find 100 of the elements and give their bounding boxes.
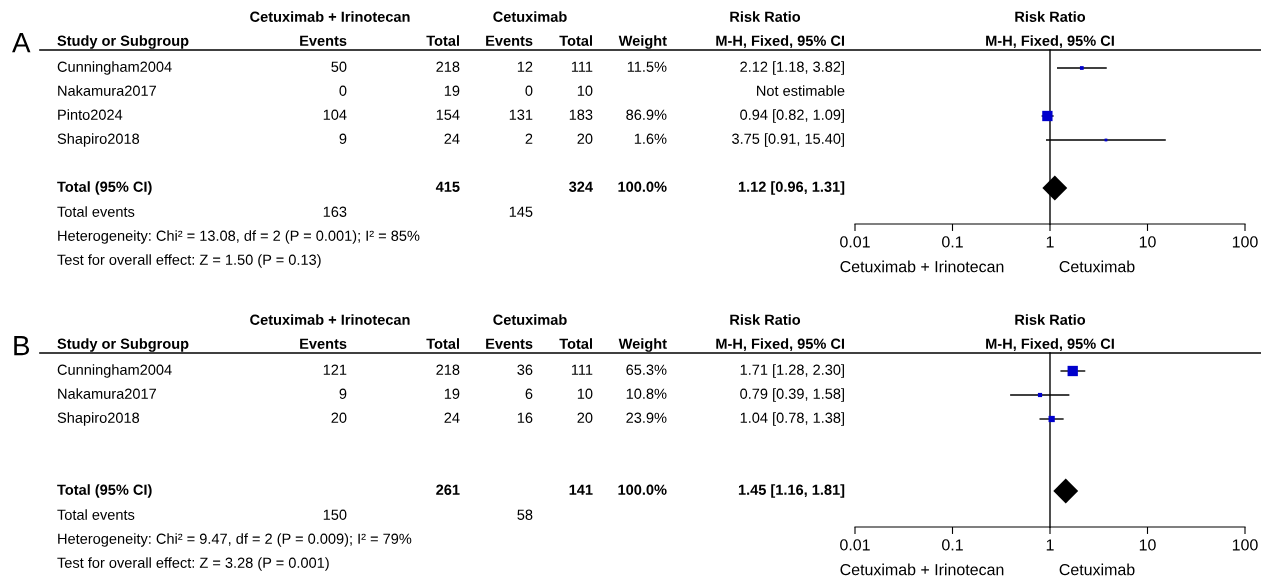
text: 0.94 [0.82, 1.09] — [740, 109, 844, 123]
text: 141 — [569, 484, 593, 495]
chart-subtitle: M-H, Fixed, 95% CI — [986, 338, 1114, 352]
text: 1.6% — [634, 133, 667, 144]
category-label: Total events — [57, 206, 135, 217]
text: 111 — [571, 364, 593, 375]
category-label: Total — [559, 338, 592, 349]
text: 10 — [577, 388, 593, 399]
text: Heterogeneity: Chi² = 9.47, df = 2 (P = 0.009); I² = 79% — [58, 533, 412, 547]
text: 11.5% — [627, 61, 667, 72]
text: 10.8% — [626, 388, 667, 399]
text: 0 — [339, 85, 347, 96]
category-label: Nakamura2017 — [58, 85, 156, 96]
text: 131 — [509, 109, 533, 120]
text: 1.71 [1.28, 2.30] — [740, 364, 844, 378]
text: B — [14, 336, 30, 356]
text: Risk Ratio — [730, 314, 801, 325]
text: 65.3% — [626, 364, 667, 375]
category-label: Total — [559, 35, 592, 46]
text: 0 — [525, 85, 533, 96]
text: 324 — [569, 181, 593, 192]
x-tick-label: 1 — [1046, 236, 1054, 248]
text: 111 — [571, 61, 593, 72]
text: 12 — [517, 61, 533, 72]
x-tick-label: 0.1 — [942, 539, 963, 551]
text: Cetuximab + Irinotecan — [250, 314, 410, 325]
category-label: Shapiro2018 — [57, 133, 140, 147]
text: Cetuximab — [1059, 260, 1135, 273]
text: 183 — [569, 109, 593, 120]
category-label: Weight — [618, 35, 667, 49]
text: 6 — [525, 388, 533, 399]
x-tick-label: 1 — [1046, 539, 1054, 551]
x-tick-label: 10 — [1139, 539, 1156, 551]
text: Study or Subgroup — [57, 35, 189, 49]
category-label: Total — [426, 35, 459, 46]
text: Risk Ratio — [730, 11, 801, 22]
text: 2.12 [1.18, 3.82] — [740, 61, 844, 75]
text: 3.75 [0.91, 15.40] — [732, 133, 844, 147]
chart-subtitle: M-H, Fixed, 95% CI — [986, 35, 1114, 49]
text: 16 — [517, 412, 533, 423]
text: 261 — [436, 484, 460, 495]
text: Study or Subgroup — [57, 338, 189, 352]
category-label: Shapiro2018 — [57, 412, 140, 426]
text: 24 — [444, 133, 460, 144]
x-tick-label: 100 — [1232, 539, 1258, 551]
text: A — [12, 33, 31, 53]
category-label: Total — [426, 338, 459, 349]
category-label: Cunningham2004 — [57, 61, 172, 75]
x-tick-label: 10 — [1139, 236, 1156, 248]
text: 86.9% — [626, 109, 667, 120]
text: 10 — [577, 85, 593, 96]
text: Cetuximab — [493, 314, 567, 325]
text: Cetuximab + Irinotecan — [840, 260, 1004, 273]
x-tick-label: 100 — [1232, 236, 1258, 248]
category-label: Events — [300, 338, 347, 349]
text: 121 — [323, 364, 347, 375]
text: 19 — [444, 85, 460, 96]
chart-title: Risk Ratio — [1015, 314, 1086, 325]
category-label: Weight — [618, 338, 667, 352]
x-tick-label: 0.01 — [840, 539, 870, 551]
category-label: Pinto2024 — [58, 109, 123, 120]
text: 104 — [323, 109, 347, 120]
chart-title: Risk Ratio — [1015, 11, 1086, 22]
x-tick-label: 0.1 — [942, 236, 963, 248]
text: 1.04 [0.78, 1.38] — [740, 412, 844, 426]
category-label: Events — [486, 338, 533, 349]
text: Heterogeneity: Chi² = 13.08, df = 2 (P = 0.001); I² = 85% — [58, 230, 420, 244]
category-label: Events — [486, 35, 533, 46]
text: 415 — [435, 181, 460, 192]
text: Cetuximab + Irinotecan — [250, 11, 410, 22]
text: 36 — [517, 364, 533, 375]
text: 218 — [436, 61, 460, 72]
text: 218 — [436, 364, 460, 375]
category-label: Total (95% CI) — [57, 181, 152, 195]
text: 20 — [331, 412, 347, 423]
x-tick-label: 0.01 — [840, 236, 870, 248]
category-label: Cunningham2004 — [57, 364, 172, 378]
text: 1.45 [1.16, 1.81] — [738, 484, 845, 498]
text: 150 — [323, 509, 347, 520]
category-label: M-H, Fixed, 95% CI — [716, 338, 845, 352]
text: 163 — [323, 206, 347, 217]
text: 154 — [436, 109, 460, 120]
category-label: Total events — [57, 509, 135, 520]
text: 100.0% — [618, 484, 667, 495]
text: Cetuximab — [493, 11, 567, 22]
category-label: Events — [300, 35, 347, 46]
text: 20 — [577, 412, 593, 423]
text: 145 — [509, 206, 533, 217]
text: 50 — [331, 61, 347, 72]
text: Not estimable — [757, 85, 845, 96]
text: 9 — [339, 388, 347, 399]
text: 24 — [444, 412, 460, 423]
text: 100.0% — [618, 181, 667, 192]
text: 19 — [444, 388, 460, 399]
text: Cetuximab — [1059, 563, 1135, 576]
category-label: Total (95% CI) — [57, 484, 152, 498]
text: 9 — [339, 133, 347, 144]
text: 58 — [517, 509, 533, 520]
text: 20 — [577, 133, 593, 144]
text: 0.79 [0.39, 1.58] — [740, 388, 844, 402]
